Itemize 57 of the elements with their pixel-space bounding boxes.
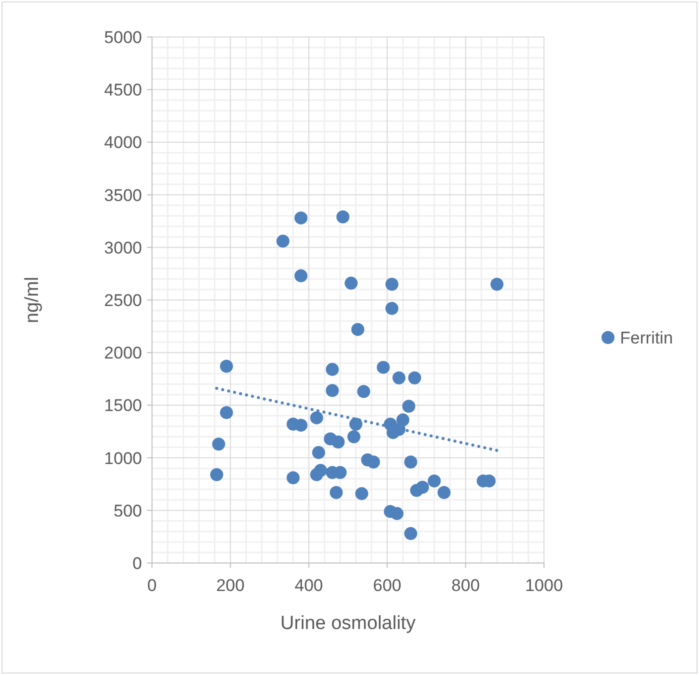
point [276, 234, 290, 248]
x-tick-label: 600 [373, 576, 402, 595]
point [314, 464, 328, 477]
y-tick-label: 4000 [104, 133, 142, 152]
point [326, 362, 339, 376]
y-tick-label: 1000 [104, 448, 142, 468]
point [349, 418, 362, 431]
point [212, 438, 226, 451]
x-tick-label: 800 [451, 576, 480, 595]
point [408, 371, 422, 384]
point [330, 486, 343, 500]
y-tick-label: 1500 [104, 396, 142, 416]
point [410, 484, 424, 497]
point [392, 371, 406, 384]
point [294, 418, 308, 432]
y-tick-label: 3500 [104, 186, 142, 205]
point [366, 456, 380, 469]
point [336, 210, 350, 224]
point [376, 360, 390, 374]
point [490, 278, 504, 291]
y-tick-label: 2000 [104, 344, 142, 363]
point [210, 468, 224, 482]
x-axis-title: Urine osmolality [280, 613, 416, 634]
x-tick-label: 1000 [525, 576, 563, 595]
y-tick-label: 3000 [104, 238, 142, 258]
y-tick-label: 500 [114, 501, 142, 520]
point [310, 411, 324, 424]
x-tick-label: 0 [147, 576, 157, 595]
x-tick-label: 400 [294, 576, 323, 595]
point [438, 486, 451, 500]
point [402, 400, 416, 413]
point [347, 430, 360, 444]
point [385, 278, 398, 291]
point [220, 360, 233, 373]
point [332, 436, 345, 449]
point [294, 211, 308, 224]
point [385, 302, 398, 315]
point [351, 322, 364, 336]
point [326, 384, 339, 397]
point [404, 527, 418, 540]
y-tick-label: 2500 [104, 290, 142, 310]
point [286, 471, 300, 484]
point [344, 276, 358, 290]
y-tick-label: 5000 [104, 28, 142, 47]
point [357, 385, 370, 398]
y-axis-title: ng/ml [22, 276, 43, 324]
y-tick-label: 0 [132, 554, 142, 573]
point [390, 507, 404, 520]
y-tick-label: 4500 [104, 80, 142, 100]
x-tick-label: 200 [216, 576, 245, 595]
point [355, 487, 368, 500]
point [312, 446, 326, 460]
point [428, 474, 441, 488]
point [294, 269, 308, 282]
point [220, 406, 233, 420]
legend-label: Ferritin [620, 328, 673, 348]
point [404, 456, 418, 469]
